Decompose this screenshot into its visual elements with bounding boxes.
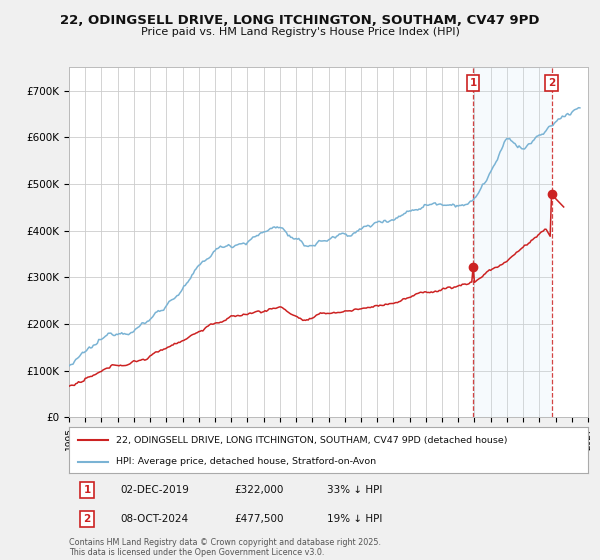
Text: 22, ODINGSELL DRIVE, LONG ITCHINGTON, SOUTHAM, CV47 9PD: 22, ODINGSELL DRIVE, LONG ITCHINGTON, SO… bbox=[60, 14, 540, 27]
Bar bbox=[473, 67, 551, 417]
Text: 1: 1 bbox=[469, 78, 477, 88]
Text: 2: 2 bbox=[83, 514, 91, 524]
Text: 2: 2 bbox=[548, 78, 555, 88]
Text: Price paid vs. HM Land Registry's House Price Index (HPI): Price paid vs. HM Land Registry's House … bbox=[140, 27, 460, 38]
Text: 33% ↓ HPI: 33% ↓ HPI bbox=[327, 485, 382, 495]
Text: £322,000: £322,000 bbox=[234, 485, 283, 495]
Bar bbox=[551, 67, 600, 417]
Text: HPI: Average price, detached house, Stratford-on-Avon: HPI: Average price, detached house, Stra… bbox=[116, 457, 376, 466]
Text: Contains HM Land Registry data © Crown copyright and database right 2025.
This d: Contains HM Land Registry data © Crown c… bbox=[69, 538, 381, 557]
Text: 02-DEC-2019: 02-DEC-2019 bbox=[120, 485, 189, 495]
Text: £477,500: £477,500 bbox=[234, 514, 284, 524]
Text: 22, ODINGSELL DRIVE, LONG ITCHINGTON, SOUTHAM, CV47 9PD (detached house): 22, ODINGSELL DRIVE, LONG ITCHINGTON, SO… bbox=[116, 436, 507, 445]
Text: 08-OCT-2024: 08-OCT-2024 bbox=[120, 514, 188, 524]
Text: 1: 1 bbox=[83, 485, 91, 495]
Text: 19% ↓ HPI: 19% ↓ HPI bbox=[327, 514, 382, 524]
